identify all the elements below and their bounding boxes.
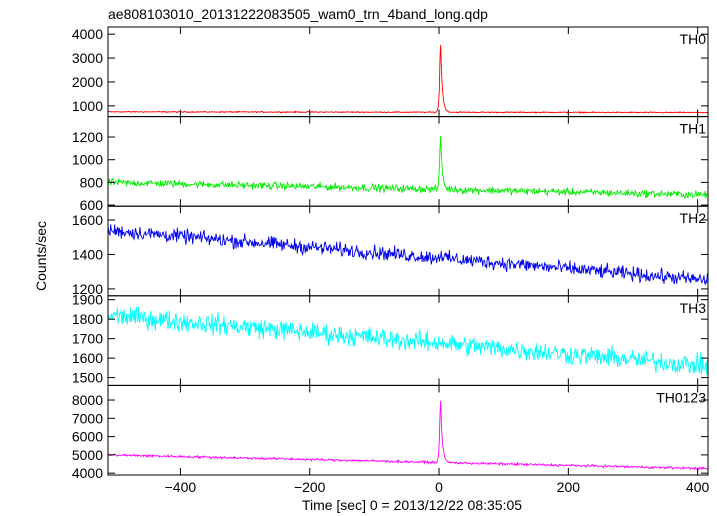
panel-label: TH3 — [680, 300, 707, 316]
y-tick-label: 4000 — [72, 26, 103, 42]
y-tick-label: 1000 — [72, 98, 103, 114]
x-tick-label: −200 — [294, 479, 326, 495]
y-tick-label: 6000 — [72, 429, 103, 445]
panel-label: TH1 — [680, 121, 707, 137]
chart-title: ae808103010_20131222083505_wam0_trn_4ban… — [108, 6, 488, 22]
x-tick-label: 400 — [686, 479, 710, 495]
y-tick-label: 1600 — [72, 212, 103, 228]
panel-label: TH0 — [680, 31, 707, 47]
series-line-th1 — [107, 136, 709, 199]
x-tick-label: 200 — [557, 479, 581, 495]
y-tick-label: 2000 — [72, 74, 103, 90]
x-tick-label: −400 — [165, 479, 197, 495]
y-tick-label: 1200 — [72, 281, 103, 297]
y-tick-label: 1200 — [72, 129, 103, 145]
panel-th0123: 4000 5000 6000 7000 8000 TH0123 — [72, 384, 709, 481]
x-axis-label: Time [sec] 0 = 2013/12/22 08:35:05 — [302, 497, 522, 513]
y-tick-label: 5000 — [72, 447, 103, 463]
panel-frame — [107, 205, 709, 297]
panel-frame — [107, 26, 709, 118]
panel-th3: 1500 1600 1700 1800 1900 TH3 — [72, 292, 709, 386]
y-tick-label: 1000 — [72, 152, 103, 168]
y-tick-label: 1600 — [72, 350, 103, 366]
panel-frame — [107, 384, 709, 476]
y-tick-label: 1500 — [72, 370, 103, 386]
panel-th0: 1000 2000 3000 4000 TH0 — [72, 26, 709, 118]
series-line-th3 — [107, 306, 709, 375]
x-tick-label: 0 — [435, 479, 443, 495]
y-tick-label: 7000 — [72, 410, 103, 426]
panel-label: TH2 — [680, 210, 707, 226]
y-tick-label: 1700 — [72, 331, 103, 347]
panel-label: TH0123 — [656, 389, 706, 405]
y-tick-label: 800 — [80, 174, 104, 190]
y-tick-label: 1800 — [72, 311, 103, 327]
y-tick-label: 3000 — [72, 50, 103, 66]
panel-th2: 1200 1400 1600 TH2 — [72, 205, 709, 297]
series-line-th0 — [107, 44, 709, 114]
panel-th1: 600 800 1000 1200 TH1 — [72, 116, 709, 213]
series-line-th2 — [107, 224, 709, 286]
y-tick-label: 1900 — [72, 292, 103, 308]
series-line-th0123 — [107, 400, 709, 471]
y-tick-label: 1400 — [72, 246, 103, 262]
y-tick-label: 8000 — [72, 392, 103, 408]
y-tick-label: 4000 — [72, 465, 103, 481]
y-tick-label: 600 — [80, 197, 104, 213]
y-axis-label: Counts/sec — [33, 221, 49, 291]
